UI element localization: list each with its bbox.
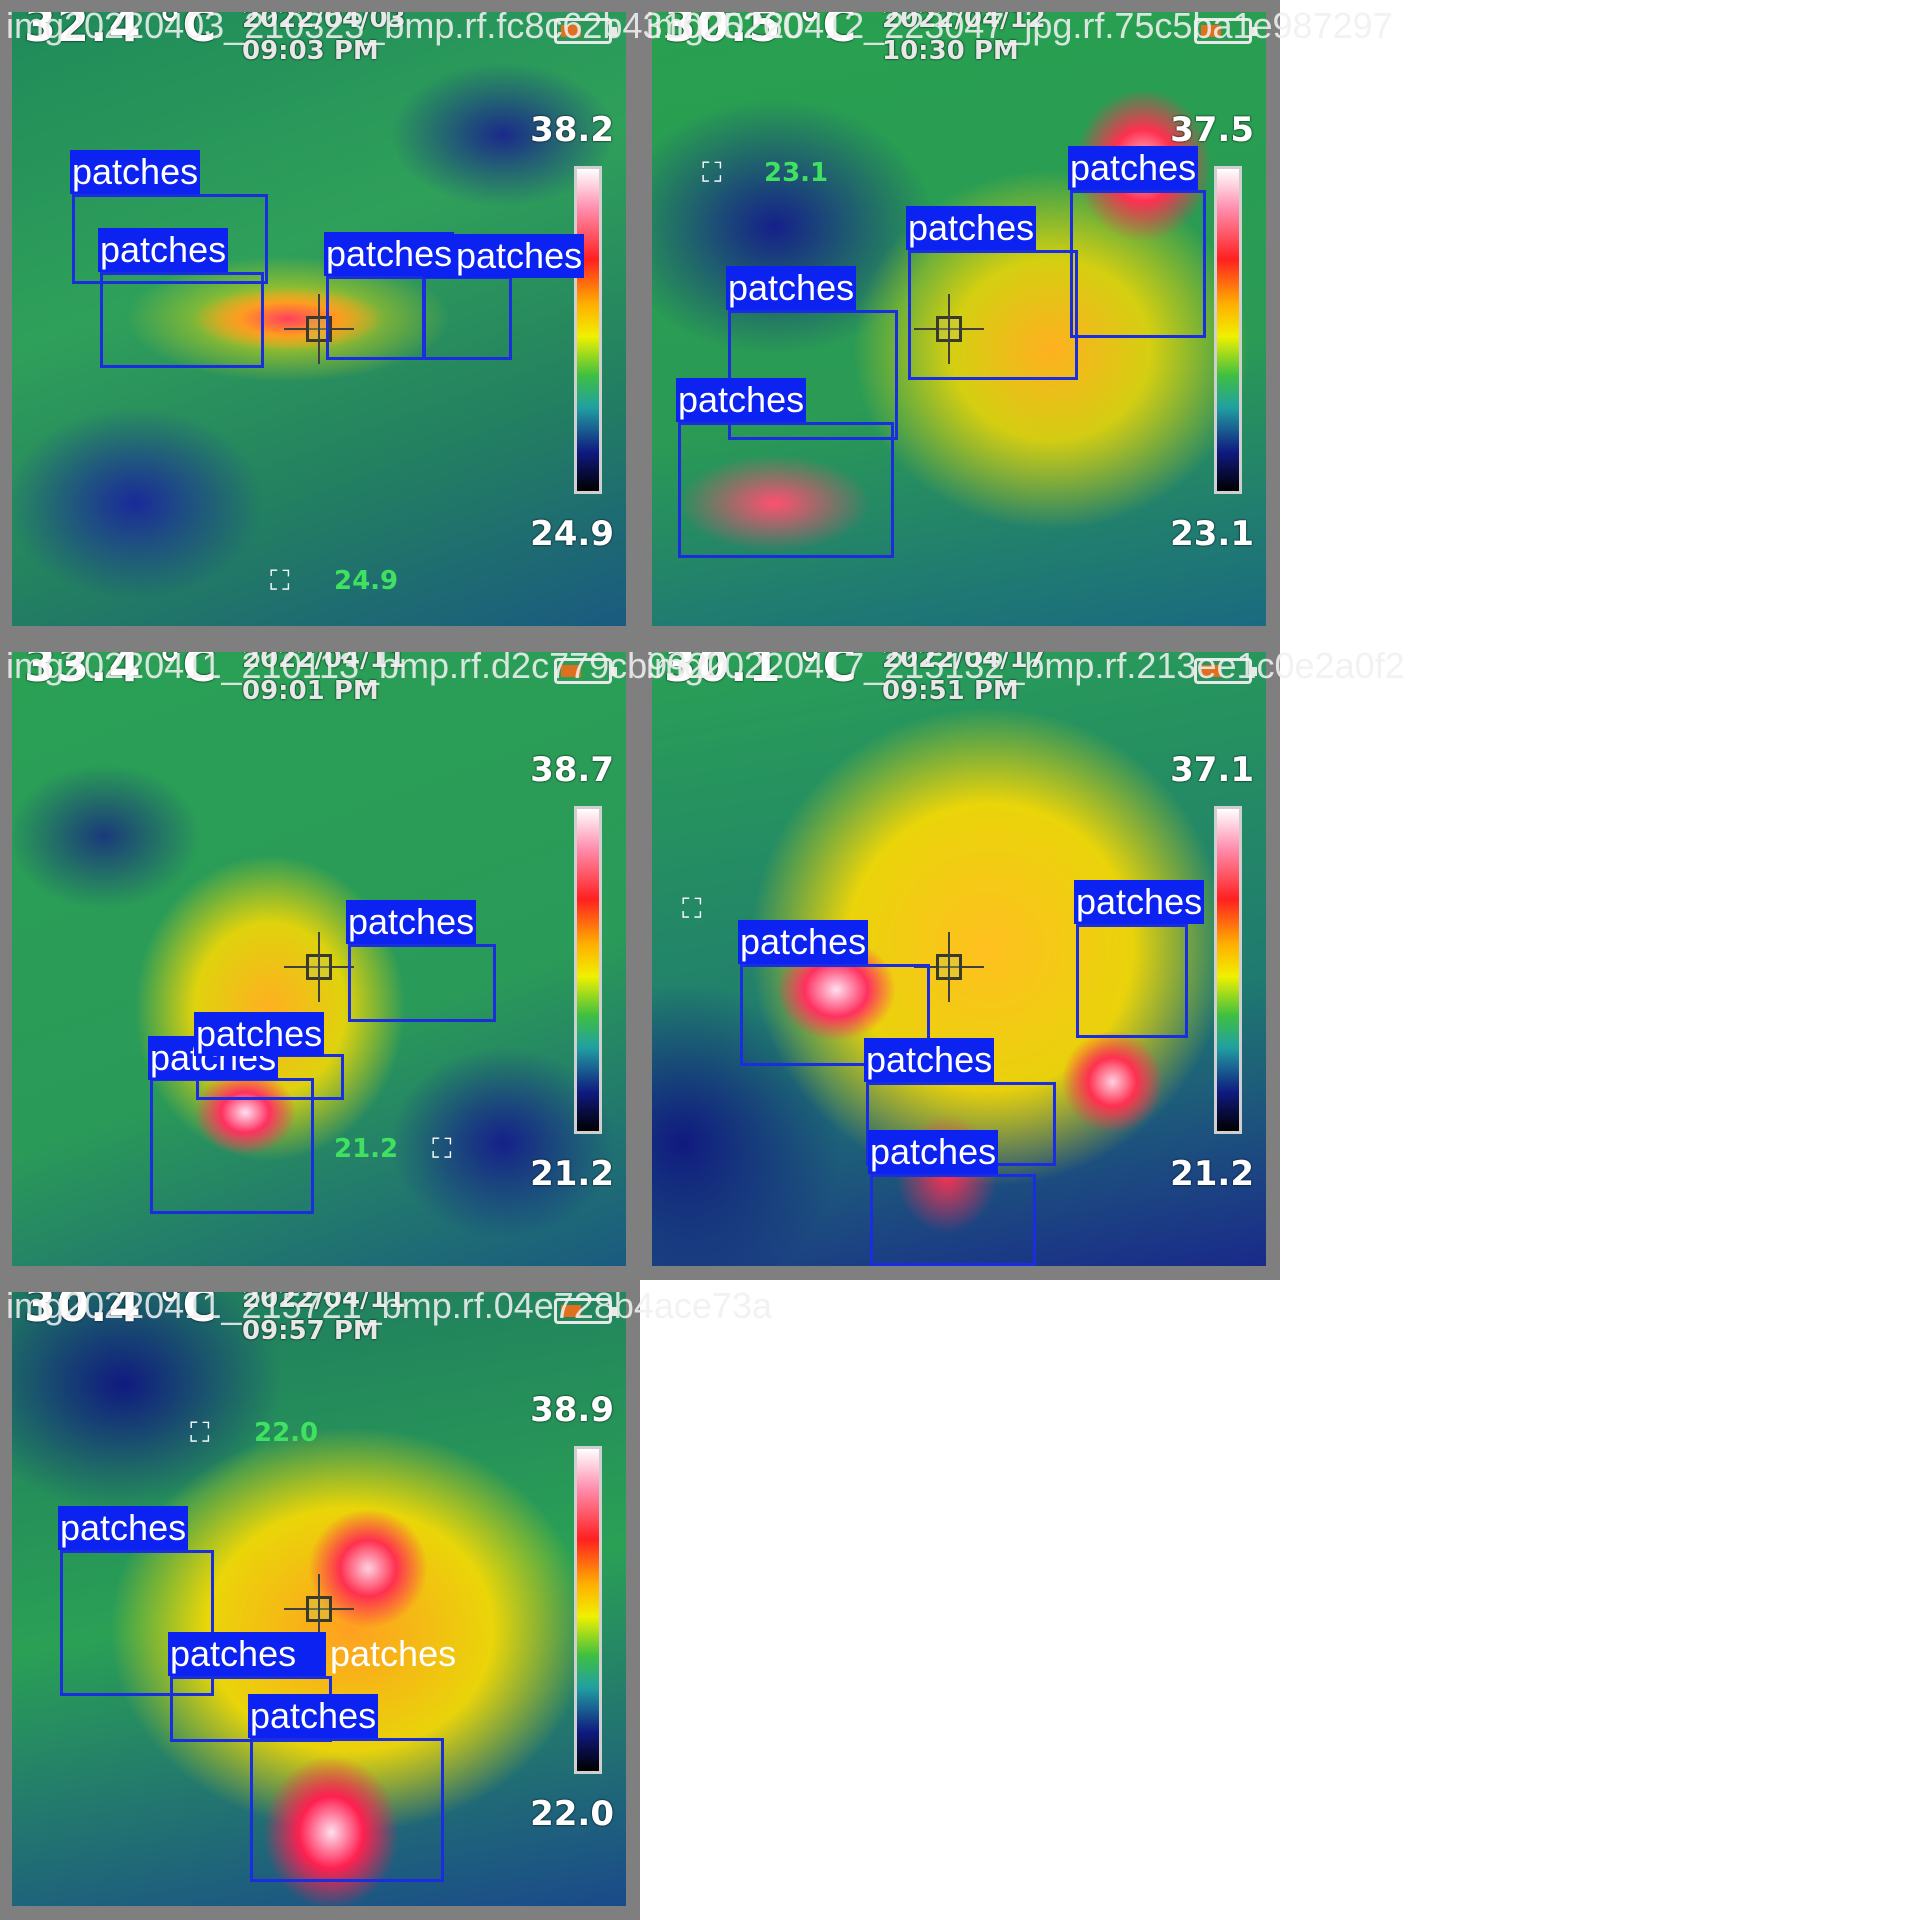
detection-box [422, 276, 512, 360]
scale-max: 37.1 [1170, 750, 1254, 790]
detection-box [326, 276, 426, 360]
spot-target-icon: ⛶ [190, 1416, 210, 1449]
detection-label: patches [58, 1506, 189, 1550]
thermal-tile-4: 30.1 °C 2022/04/17 09:51 PM 37.1 21.2 ⛶ … [640, 640, 1280, 1280]
scale-min: 24.9 [530, 514, 614, 554]
detection-box [740, 964, 930, 1066]
color-scale-bar [1214, 806, 1242, 1134]
detection-label: patches [676, 378, 807, 422]
scale-min: 23.1 [1170, 514, 1254, 554]
thermal-tile-5: 30.4 °C 2022/04/11 09:57 PM 38.9 22.0 ⛶ … [0, 1280, 640, 1920]
scale-max: 38.2 [530, 110, 614, 150]
capture-time: 09:01 PM [242, 676, 379, 706]
detection-box [100, 272, 264, 368]
detection-box [72, 194, 268, 284]
battery-icon [554, 658, 617, 684]
scale-min: 22.0 [530, 1794, 614, 1834]
detection-label: patches [1068, 146, 1199, 190]
temperature-reading: 30.5 °C [664, 12, 858, 52]
detection-box [728, 310, 898, 440]
detection-label: patches [422, 234, 585, 278]
color-scale-bar [1214, 166, 1242, 494]
capture-date: 2022/04/12 [882, 12, 1046, 34]
crosshair-icon [914, 932, 984, 1002]
thermal-image: 32.4 °C 2022/04/03 09:03 PM 38.2 24.9 ⛶ … [12, 12, 626, 626]
detection-label: patches [864, 1038, 995, 1082]
thermal-tile-3: 33.4 °C 2022/04/11 09:01 PM 38.7 21.2 21… [0, 640, 640, 1280]
capture-time: 09:51 PM [882, 676, 1019, 706]
capture-date: 2022/04/11 [242, 652, 406, 674]
detection-label: patches [906, 206, 1037, 250]
detection-box [908, 250, 1078, 380]
detection-label: patches [98, 228, 229, 272]
detection-label: patches [330, 1633, 457, 1674]
temperature-reading: 33.4 °C [24, 652, 218, 692]
detection-label: patches [726, 266, 857, 310]
detection-box [348, 944, 496, 1022]
detection-label: patches [194, 1012, 325, 1056]
battery-icon [1194, 658, 1257, 684]
detection-box [250, 1738, 444, 1882]
battery-icon [554, 1298, 617, 1324]
spot-target-icon: ⛶ [432, 1132, 452, 1165]
image-filename: img20220417_215132_bmp.rf.213ee1c0e2a0f2 [646, 645, 1405, 686]
thermal-image: 30.4 °C 2022/04/11 09:57 PM 38.9 22.0 ⛶ … [12, 1292, 626, 1906]
scale-max: 38.9 [530, 1390, 614, 1430]
color-scale-bar [574, 166, 602, 494]
detection-label: patches [70, 150, 201, 194]
detection-label: patches [168, 1632, 327, 1676]
battery-icon [554, 18, 617, 44]
detection-box [870, 1174, 1036, 1266]
detection-box [678, 422, 894, 558]
image-filename: img20220412_223047_jpg.rf.75c5ba1e987297 [646, 5, 1393, 46]
image-filename: img20220403_210323_bmp.rf.fc8c62b4310252… [6, 5, 803, 46]
capture-time: 09:03 PM [242, 36, 379, 66]
spot-value: 22.0 [254, 1418, 319, 1448]
scale-min: 21.2 [530, 1154, 614, 1194]
spot-target-icon: ⛶ [702, 156, 722, 189]
detection-label: patches [1074, 880, 1205, 924]
spot-target-icon: ⛶ [682, 892, 702, 925]
detection-label: patches [148, 1036, 279, 1080]
detection-label: patches [346, 900, 477, 944]
scale-min: 21.2 [1170, 1154, 1254, 1194]
capture-date: 2022/04/17 [882, 652, 1046, 674]
scale-max: 37.5 [1170, 110, 1254, 150]
detection-box [60, 1550, 214, 1696]
spot-value: 23.1 [764, 158, 829, 188]
spot-value: 21.2 [334, 1134, 399, 1164]
spot-target-icon: ⛶ [270, 564, 290, 597]
temperature-reading: 30.4 °C [24, 1292, 218, 1332]
temperature-reading: 30.1 °C [664, 652, 858, 692]
thermal-image: 33.4 °C 2022/04/11 09:01 PM 38.7 21.2 21… [12, 652, 626, 1266]
temperature-reading: 32.4 °C [24, 12, 218, 52]
capture-date: 2022/04/11 [242, 1292, 406, 1314]
detection-label: patches [738, 920, 869, 964]
detection-label: patches [868, 1130, 999, 1174]
scale-max: 38.7 [530, 750, 614, 790]
thermal-tile-2: 30.5 °C 2022/04/12 10:30 PM 37.5 23.1 ⛶ … [640, 0, 1280, 640]
detection-box [150, 1078, 314, 1214]
capture-date: 2022/04/03 [242, 12, 406, 34]
detection-label: patches [324, 232, 455, 276]
image-filename: img20220411_215721_bmp.rf.04e728b4ace73a [6, 1285, 772, 1326]
spot-value: 24.9 [334, 566, 399, 596]
crosshair-icon [914, 294, 984, 364]
capture-time: 09:57 PM [242, 1316, 379, 1346]
detection-box [1076, 924, 1188, 1038]
crosshair-icon [284, 1574, 354, 1644]
capture-time: 10:30 PM [882, 36, 1019, 66]
thermal-image: 30.5 °C 2022/04/12 10:30 PM 37.5 23.1 ⛶ … [652, 12, 1266, 626]
color-scale-bar [574, 806, 602, 1134]
detection-label: patches [248, 1694, 379, 1738]
color-scale-bar [574, 1446, 602, 1774]
battery-icon [1194, 18, 1257, 44]
crosshair-icon [284, 932, 354, 1002]
image-filename: img20220411_210113_bmp.rf.d2c779cb9920 [6, 645, 728, 686]
detection-box [1070, 190, 1206, 338]
thermal-tile-1: 32.4 °C 2022/04/03 09:03 PM 38.2 24.9 ⛶ … [0, 0, 640, 640]
